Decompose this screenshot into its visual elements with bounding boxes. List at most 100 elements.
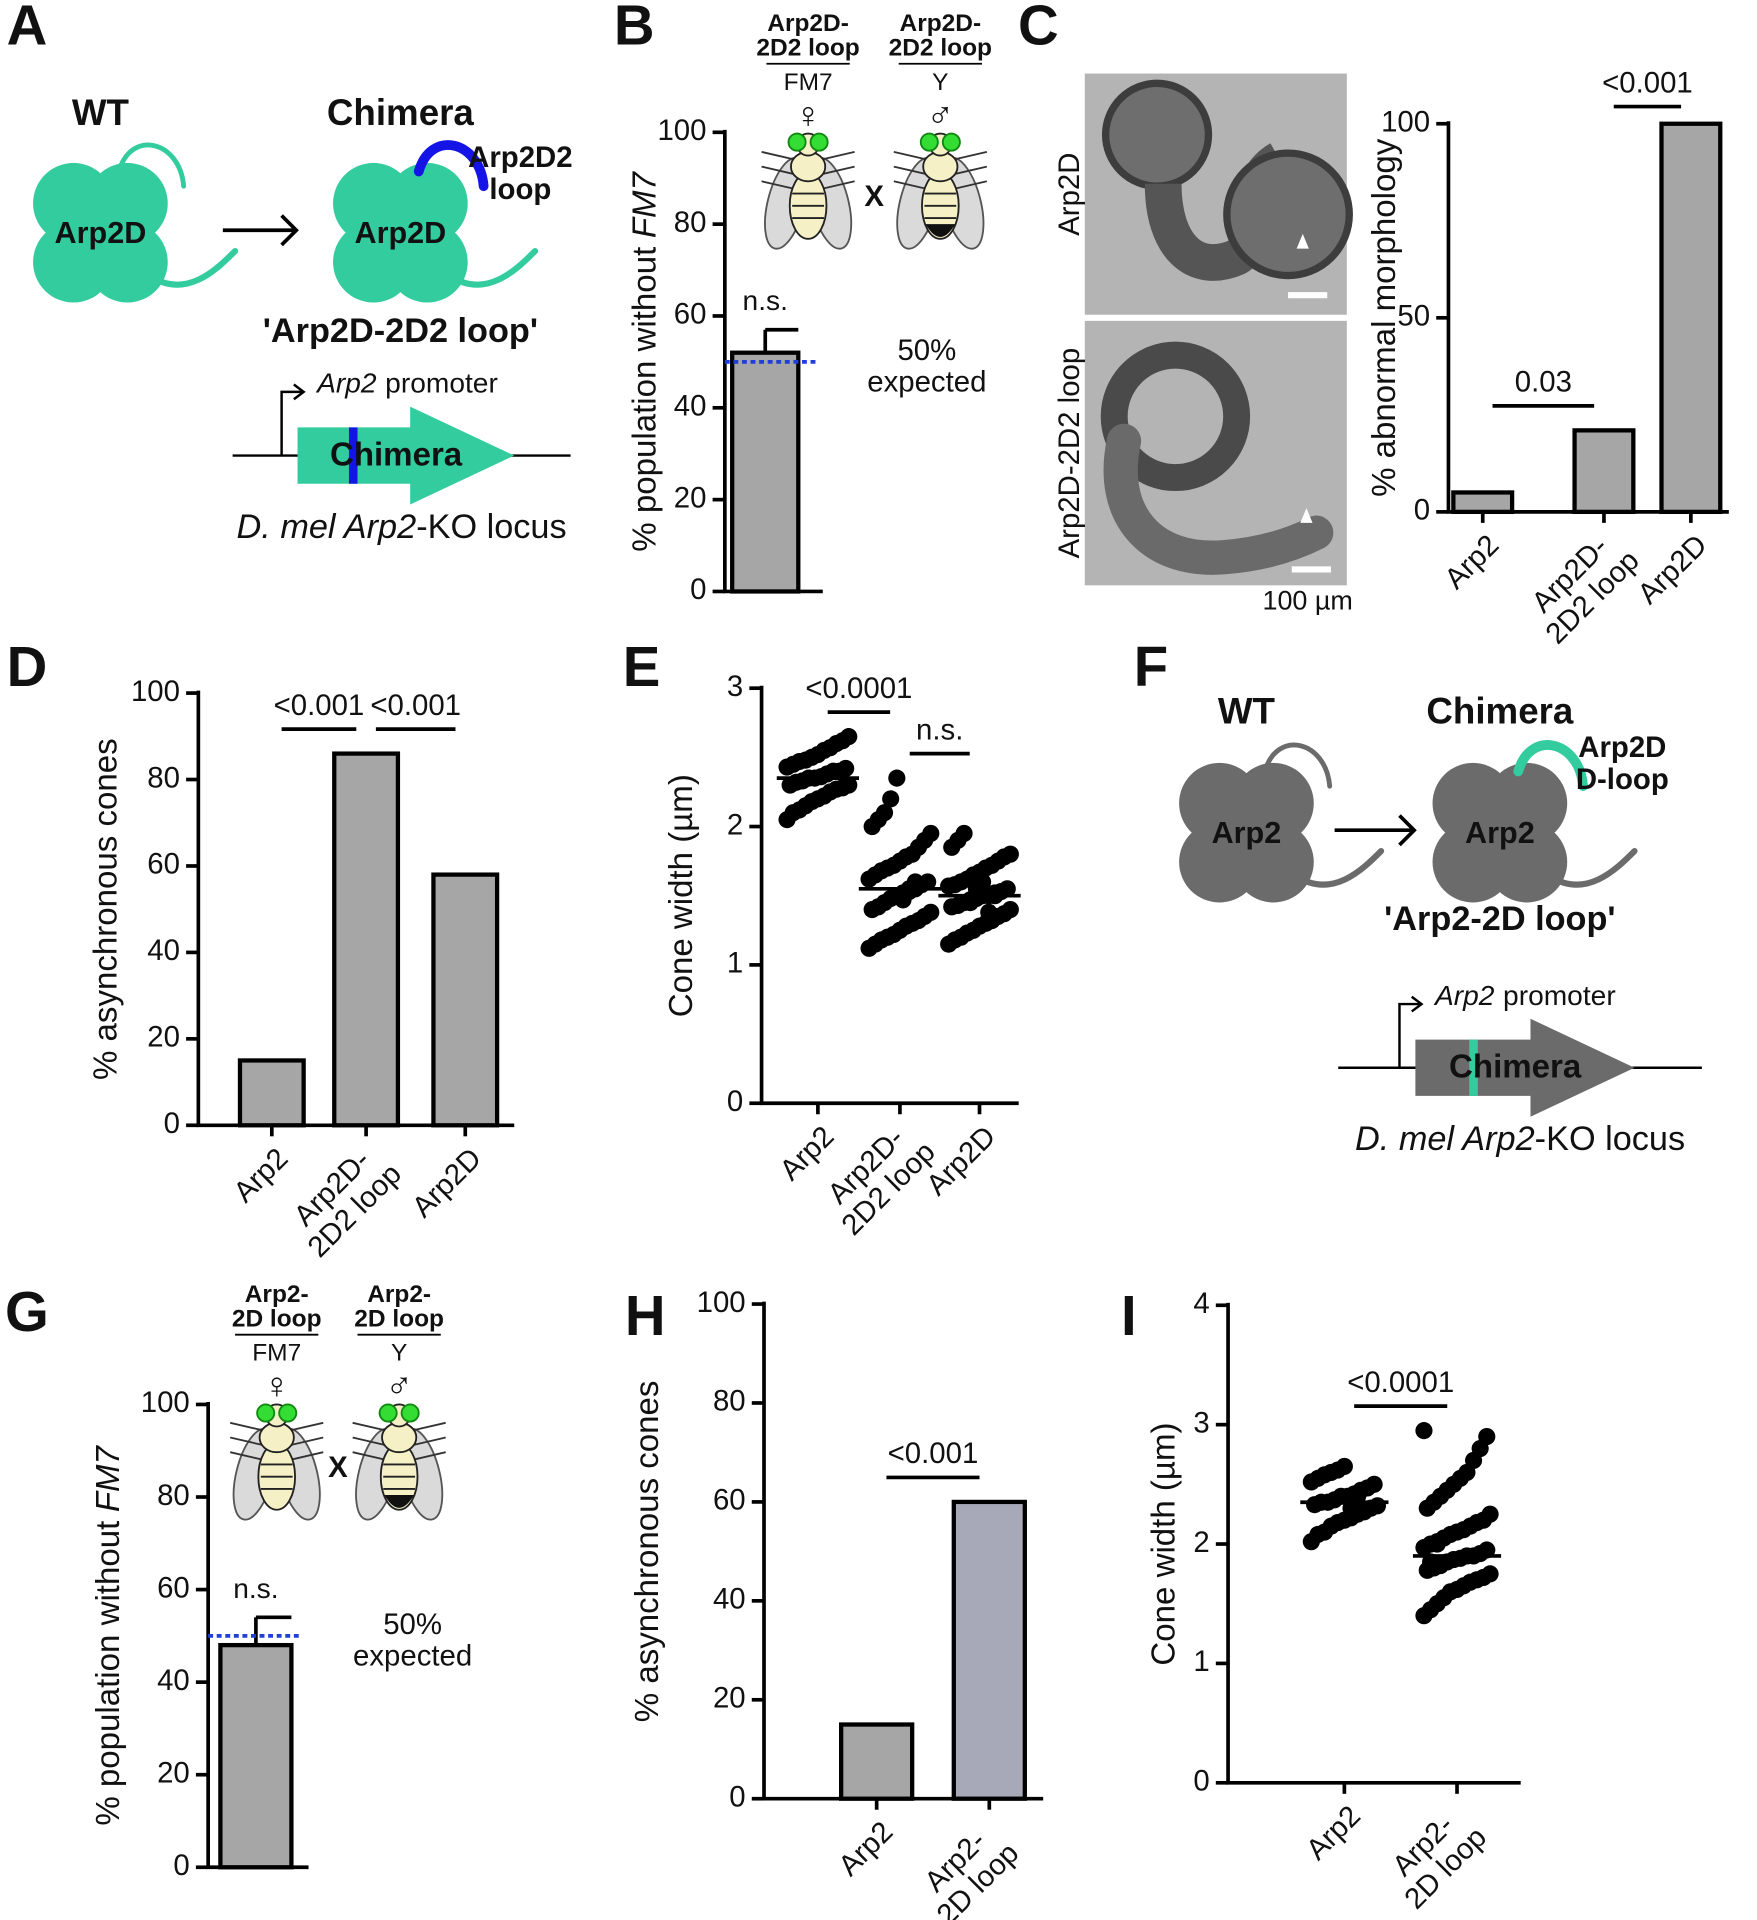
scale-label: 100 µm <box>1262 586 1352 616</box>
genotype: Arp2D- <box>900 10 982 37</box>
y-tick-label: 60 <box>713 1484 746 1517</box>
panel-label: G <box>5 1280 49 1343</box>
leg <box>229 1436 263 1446</box>
point <box>919 873 937 891</box>
leg <box>229 1421 263 1432</box>
panel-label: I <box>1121 1284 1137 1347</box>
y-tick-label: 40 <box>674 390 707 423</box>
bar <box>730 350 801 594</box>
p-value: <0.001 <box>888 1437 979 1470</box>
p-value: 0.03 <box>1515 366 1572 399</box>
tail <box>1292 847 1385 888</box>
loop-label: D-loop <box>1576 763 1669 796</box>
subunit <box>1486 821 1568 903</box>
y-tick-label: 0 <box>690 573 706 606</box>
subunit <box>386 162 468 244</box>
tissue <box>1223 149 1353 280</box>
y-axis-label: % population without FM7 <box>90 1444 127 1825</box>
y-axis-label: % asynchronous cones <box>629 1381 666 1723</box>
bar <box>431 872 500 1128</box>
point <box>875 804 894 822</box>
point <box>1001 845 1019 863</box>
y-tick-label: 60 <box>157 1571 190 1604</box>
construct-name: 'Arp2-2D loop' <box>1384 900 1615 938</box>
point <box>1365 1475 1383 1493</box>
bar <box>218 1642 294 1870</box>
y-axis-label-part: % population without <box>626 247 663 552</box>
promoter-label-part: Arp2 <box>1433 980 1495 1011</box>
construct-name: 'Arp2D-2D2 loop' <box>263 312 538 350</box>
subunit <box>86 162 168 244</box>
cross-symbol: X <box>328 1451 348 1484</box>
y-tick-label: 100 <box>657 114 706 147</box>
leg <box>761 151 794 161</box>
y-tick-label: 20 <box>674 481 707 514</box>
balancer: FM7 <box>252 1340 301 1367</box>
subunit <box>1486 762 1568 844</box>
point <box>922 903 940 921</box>
y-tick-label: 100 <box>697 1286 746 1319</box>
y-axis-label-part: % abnormal morphology <box>1366 138 1403 497</box>
y-tick-label: 20 <box>147 1021 180 1054</box>
leg <box>822 165 855 175</box>
leg <box>229 1451 263 1461</box>
reference-label: expected <box>353 1640 472 1673</box>
point <box>922 824 940 843</box>
point <box>980 903 998 921</box>
locus-label: D. mel Arp2-KO locus <box>1355 1120 1685 1158</box>
p-value: <0.001 <box>1602 66 1693 99</box>
protein-label: Arp2D <box>354 216 446 250</box>
p-value: <0.001 <box>370 689 461 722</box>
annotation: n.s. <box>233 1573 278 1604</box>
y-tick-label: 0 <box>173 1849 189 1882</box>
bar <box>839 1722 915 1801</box>
x-tick-label: Arp2 <box>1300 1799 1367 1866</box>
point <box>1335 1457 1353 1476</box>
leg <box>893 151 926 161</box>
point <box>906 873 924 891</box>
y-tick-label: 40 <box>147 934 180 967</box>
bar <box>332 751 401 1128</box>
x-tick-label: Arp2 <box>227 1142 294 1209</box>
leg <box>954 151 988 161</box>
y-tick-label: 3 <box>1193 1406 1209 1439</box>
genotype: 2D2 loop <box>756 35 859 62</box>
image-label: Arp2D-2D2 loop <box>1053 348 1086 559</box>
abdomen-tip <box>384 1495 414 1508</box>
promoter-label: Arp2 promoter <box>1433 980 1616 1011</box>
bar <box>1659 121 1723 515</box>
protein-label: Arp2 <box>1212 816 1282 850</box>
bar <box>1451 490 1515 515</box>
y-axis-label: % population without FM7 <box>626 170 663 551</box>
tail <box>146 248 239 288</box>
balancer: Y <box>932 69 948 96</box>
loop <box>1262 742 1333 789</box>
wt-label: WT <box>72 92 130 133</box>
panel-label: B <box>614 0 655 56</box>
locus-label-part: -KO locus <box>1535 1120 1685 1158</box>
point <box>837 759 855 778</box>
y-axis-label-part: % asynchronous cones <box>629 1381 666 1723</box>
bar <box>237 1058 306 1128</box>
point <box>955 824 973 843</box>
promoter-head <box>293 383 306 401</box>
leg <box>413 1451 446 1461</box>
arrowhead <box>1296 233 1309 249</box>
leg <box>954 180 988 190</box>
leg <box>954 165 988 175</box>
reference-label: expected <box>867 366 986 399</box>
eye <box>809 132 829 152</box>
y-tick-label: 3 <box>727 670 743 703</box>
genotype: 2D loop <box>354 1305 444 1332</box>
sex-symbol: ♀ <box>263 1365 291 1406</box>
point <box>840 776 858 794</box>
eye <box>919 132 939 152</box>
x-tick-label: Arp2 <box>832 1815 899 1882</box>
y-axis-label-part: % population without <box>90 1521 127 1826</box>
y-axis-label: Cone width (µm) <box>1145 1422 1182 1665</box>
x-tick-label: Arp2D <box>1631 528 1713 610</box>
promoter-arrow <box>280 390 304 456</box>
y-tick-label: 40 <box>157 1664 190 1697</box>
promoter-arrow <box>1398 1002 1422 1068</box>
reference-label: 50% <box>897 334 956 367</box>
